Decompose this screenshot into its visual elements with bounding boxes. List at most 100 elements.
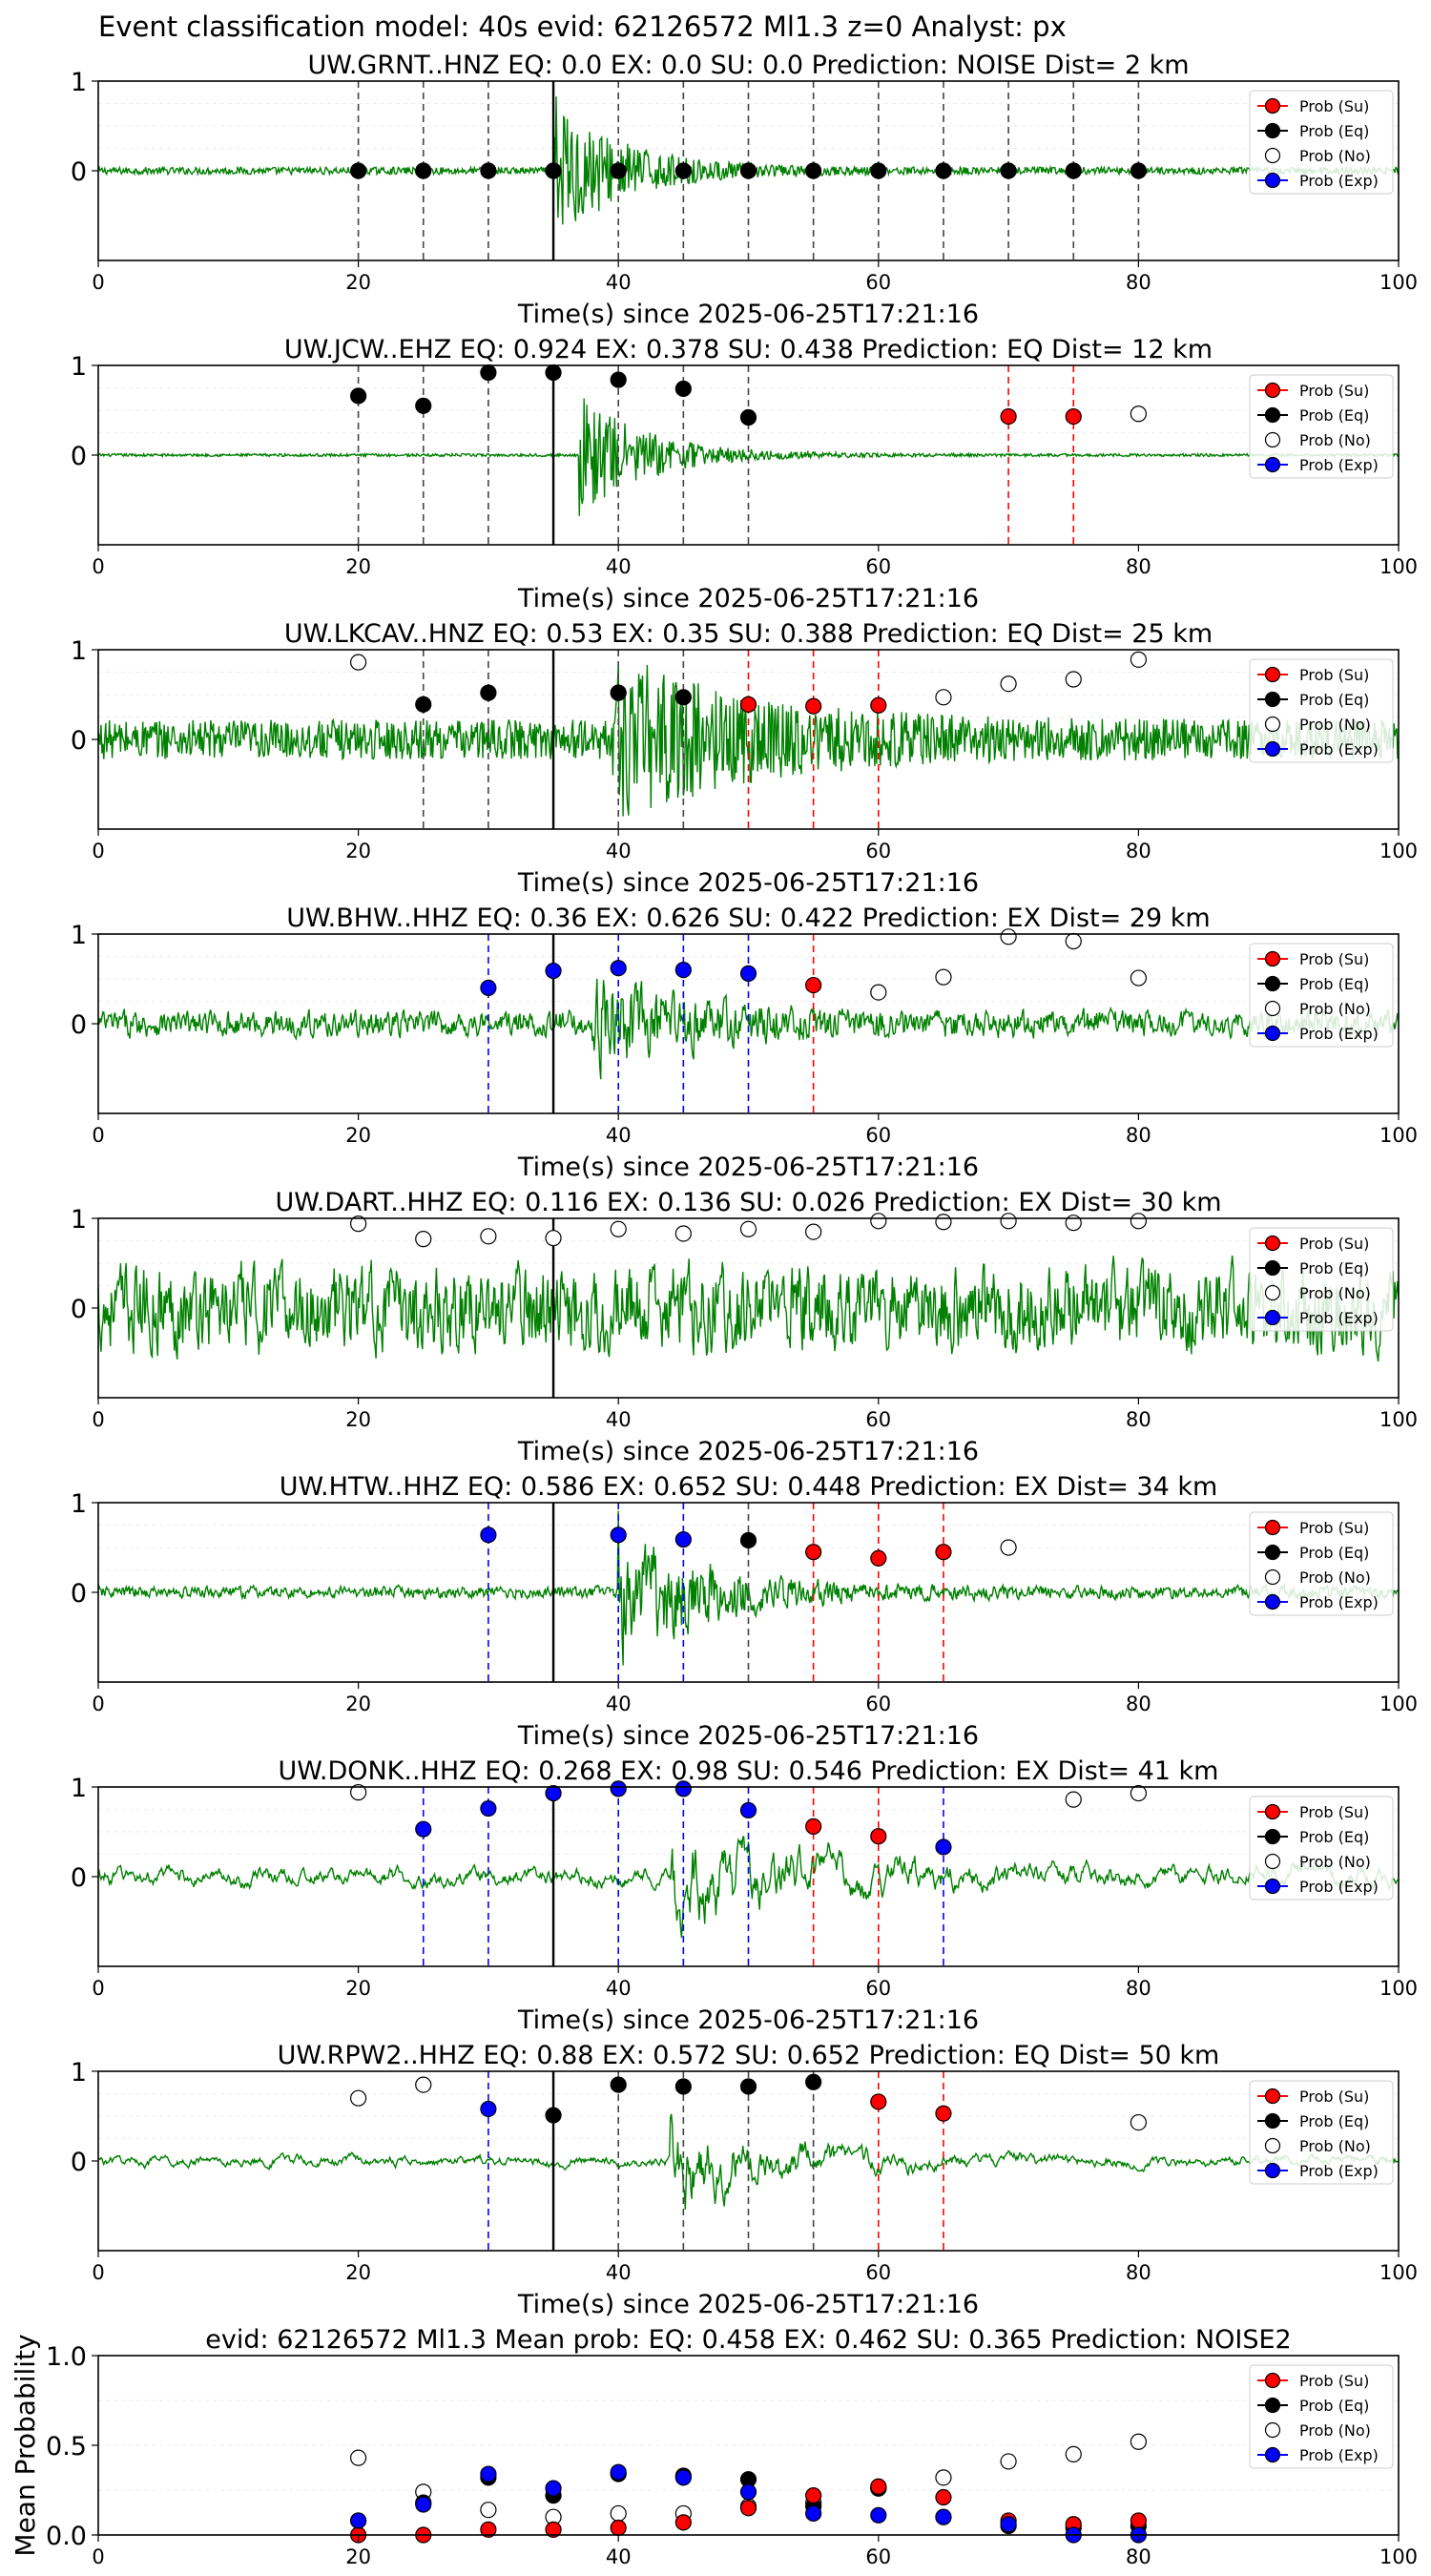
prob-point-exp xyxy=(480,979,497,997)
prob-point-eq xyxy=(739,408,757,426)
prob-point-su xyxy=(805,1818,822,1835)
legend-box xyxy=(1249,1796,1394,1901)
prob-point-eq xyxy=(1000,162,1017,179)
legend-marker-no xyxy=(1264,2137,1281,2154)
prob-point-eq xyxy=(350,387,367,405)
y-tick-label: 0 xyxy=(71,726,87,756)
x-tick-label: 80 xyxy=(1126,1977,1151,2000)
mean-prob-point-exp xyxy=(870,2506,887,2524)
y-tick-label: 0.5 xyxy=(46,2432,87,2462)
x-tick-label: 20 xyxy=(345,1408,371,1431)
prob-point-eq xyxy=(805,2073,822,2090)
prob-point-su xyxy=(870,696,887,714)
mean-prob-point-exp xyxy=(739,2483,757,2501)
prob-point-eq xyxy=(480,364,497,382)
y-tick-label: 0 xyxy=(71,442,87,471)
legend-marker-exp xyxy=(1264,1309,1281,1326)
x-tick-label: 80 xyxy=(1126,1408,1151,1431)
legend-marker-exp xyxy=(1264,1593,1281,1610)
legend-marker-no xyxy=(1264,147,1281,164)
panel-title: UW.JCW..EHZ EQ: 0.924 EX: 0.378 SU: 0.43… xyxy=(284,335,1213,364)
panel-xlabel: Time(s) since 2025-06-25T17:21:16 xyxy=(517,2005,979,2035)
legend-marker-no xyxy=(1264,1284,1281,1301)
legend-label-eq: Prob (Eq) xyxy=(1299,2112,1369,2130)
waveform-trace xyxy=(97,1836,1400,1939)
panel-xlabel: Time(s) since 2025-06-25T17:21:16 xyxy=(517,2290,979,2319)
mean-prob-point-exp xyxy=(935,2508,952,2525)
y-tick-label: 0.0 xyxy=(46,2522,87,2551)
x-tick-label: 100 xyxy=(1379,1408,1418,1431)
legend-label-exp: Prob (Exp) xyxy=(1299,2446,1379,2464)
prob-point-no xyxy=(350,1784,367,1801)
prob-point-su xyxy=(805,976,822,994)
prob-point-exp xyxy=(415,1820,432,1838)
prob-point-exp xyxy=(545,962,562,980)
mean-prob-point-no xyxy=(935,2469,952,2486)
legend-marker-eq xyxy=(1264,975,1281,992)
prob-point-eq xyxy=(870,162,887,179)
prob-point-exp xyxy=(545,1784,562,1802)
legend-marker-eq xyxy=(1264,691,1281,708)
x-tick-label: 0 xyxy=(92,1124,104,1147)
legend-label-eq: Prob (Eq) xyxy=(1299,975,1369,993)
prob-point-no xyxy=(935,968,952,986)
legend-box xyxy=(1249,943,1394,1048)
prob-point-eq xyxy=(739,1531,757,1549)
prob-point-su xyxy=(870,2093,887,2110)
legend-marker-exp xyxy=(1264,2162,1281,2179)
y-tick-label: 1 xyxy=(71,1489,87,1519)
prob-point-no xyxy=(1130,2113,1148,2131)
x-tick-label: 20 xyxy=(345,1124,371,1147)
x-tick-label: 80 xyxy=(1126,1124,1151,1147)
y-tick-label: 0 xyxy=(71,1295,87,1324)
prob-point-no xyxy=(805,1223,822,1240)
x-tick-label: 80 xyxy=(1126,2545,1151,2568)
prob-point-exp xyxy=(674,1780,692,1797)
legend-marker-su xyxy=(1264,666,1281,683)
prob-point-su xyxy=(1000,407,1017,426)
legend-marker-su xyxy=(1264,2088,1281,2105)
prob-point-no xyxy=(870,1213,887,1230)
y-tick-label: 1 xyxy=(71,1774,87,1803)
legend-label-su: Prob (Su) xyxy=(1299,1235,1369,1253)
legend-marker-su xyxy=(1264,1235,1281,1252)
y-tick-label: 0 xyxy=(71,157,87,187)
x-tick-label: 80 xyxy=(1126,271,1151,294)
prob-point-no xyxy=(739,1220,757,1237)
panel-title: UW.DONK..HHZ EQ: 0.268 EX: 0.98 SU: 0.54… xyxy=(279,1756,1219,1786)
legend-label-eq: Prob (Eq) xyxy=(1299,1259,1369,1278)
x-tick-label: 40 xyxy=(606,840,632,862)
legend-box xyxy=(1249,1511,1394,1616)
x-tick-label: 20 xyxy=(345,271,371,294)
x-tick-label: 20 xyxy=(345,2261,371,2284)
x-tick-label: 40 xyxy=(606,2261,632,2284)
prob-point-no xyxy=(350,2089,367,2107)
panel-xlabel: Time(s) since 2025-06-25T17:21:16 xyxy=(517,1721,979,1751)
prob-point-no xyxy=(1000,928,1017,945)
x-tick-label: 60 xyxy=(865,1977,891,2000)
legend-marker-eq xyxy=(1264,1828,1281,1845)
mean-prob-point-exp xyxy=(805,2504,822,2523)
prob-point-su xyxy=(935,2105,952,2122)
prob-point-no xyxy=(415,1231,432,1248)
mean-prob-point-su xyxy=(739,2500,757,2517)
waveform-trace xyxy=(97,978,1400,1080)
mean-prob-point-no xyxy=(1065,2445,1082,2462)
prob-point-no xyxy=(1065,932,1082,950)
legend-box xyxy=(1249,374,1394,479)
x-tick-label: 80 xyxy=(1126,2261,1151,2284)
x-tick-label: 80 xyxy=(1126,555,1151,578)
prob-point-no xyxy=(480,1228,497,1245)
legend-label-exp: Prob (Exp) xyxy=(1299,1878,1379,1896)
mean-probability-panel: 0.0 0.5 1.0 0 20 40 60 80 100 evid: 62126572 Ml1.… xyxy=(10,2325,1418,2568)
prob-point-eq xyxy=(610,371,627,388)
legend-label-eq: Prob (Eq) xyxy=(1299,1544,1369,1562)
legend-marker-exp xyxy=(1264,1025,1281,1042)
legend-label-su: Prob (Su) xyxy=(1299,1519,1369,1537)
legend-marker-exp xyxy=(1264,2446,1281,2463)
y-tick-label: 0 xyxy=(71,2148,87,2177)
